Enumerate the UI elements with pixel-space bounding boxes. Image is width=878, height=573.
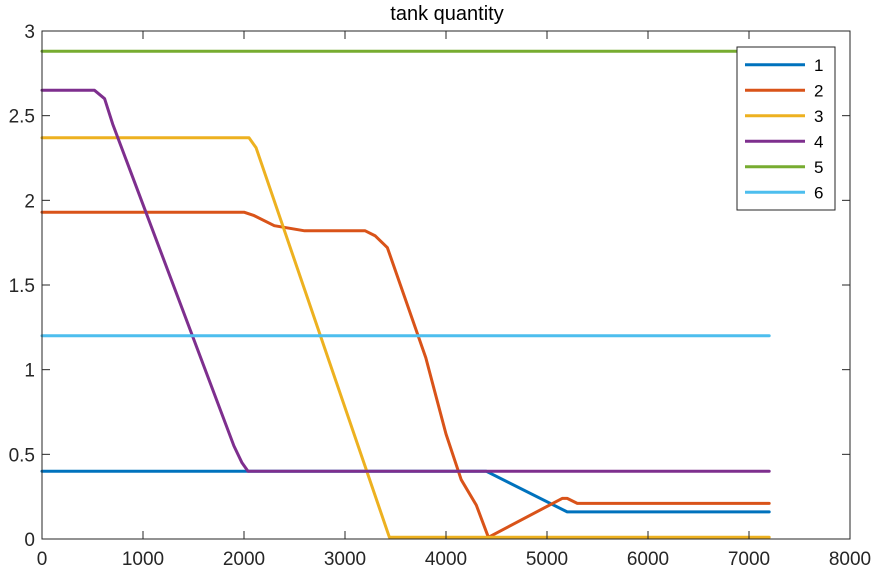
x-tick-label: 7000 [728, 549, 770, 570]
legend-box [736, 46, 836, 211]
series-layer [40, 49, 771, 539]
legend-label-5: 5 [814, 158, 823, 177]
legend-label-4: 4 [814, 132, 823, 151]
x-tick-label: 4000 [425, 549, 467, 570]
y-tick-label: 1.5 [9, 276, 35, 297]
legend-label-2: 2 [814, 81, 823, 100]
y-tick-label: 0 [24, 530, 35, 551]
legend-label-1: 1 [814, 56, 823, 75]
chart-title: tank quantity [390, 3, 503, 25]
x-tick-label: 5000 [526, 549, 568, 570]
x-tick-label: 2000 [223, 549, 265, 570]
axes-layer: 0 1000 2000 3000 4000 5000 6000 7000 8000 0 0.5 1 1.… [9, 22, 872, 570]
y-tick-label: 2 [24, 191, 35, 212]
plot-area [42, 31, 850, 539]
legend: 1 2 3 4 5 6 [736, 46, 836, 211]
series-line-2 [40, 210, 771, 539]
legend-label-3: 3 [814, 107, 823, 126]
legend-label-6: 6 [814, 183, 823, 202]
y-tick-label: 0.5 [9, 445, 35, 466]
y-tick-label: 3 [24, 22, 35, 43]
series-line-3 [40, 136, 771, 539]
x-tick-label: 1000 [122, 549, 164, 570]
x-tick-label: 8000 [829, 549, 871, 570]
y-tick-label: 2.5 [9, 107, 35, 128]
y-tick-label: 1 [24, 361, 35, 382]
x-tick-label: 6000 [627, 549, 669, 570]
series-line-4 [40, 88, 771, 473]
x-tick-label: 0 [37, 549, 48, 570]
x-tick-label: 3000 [324, 549, 366, 570]
